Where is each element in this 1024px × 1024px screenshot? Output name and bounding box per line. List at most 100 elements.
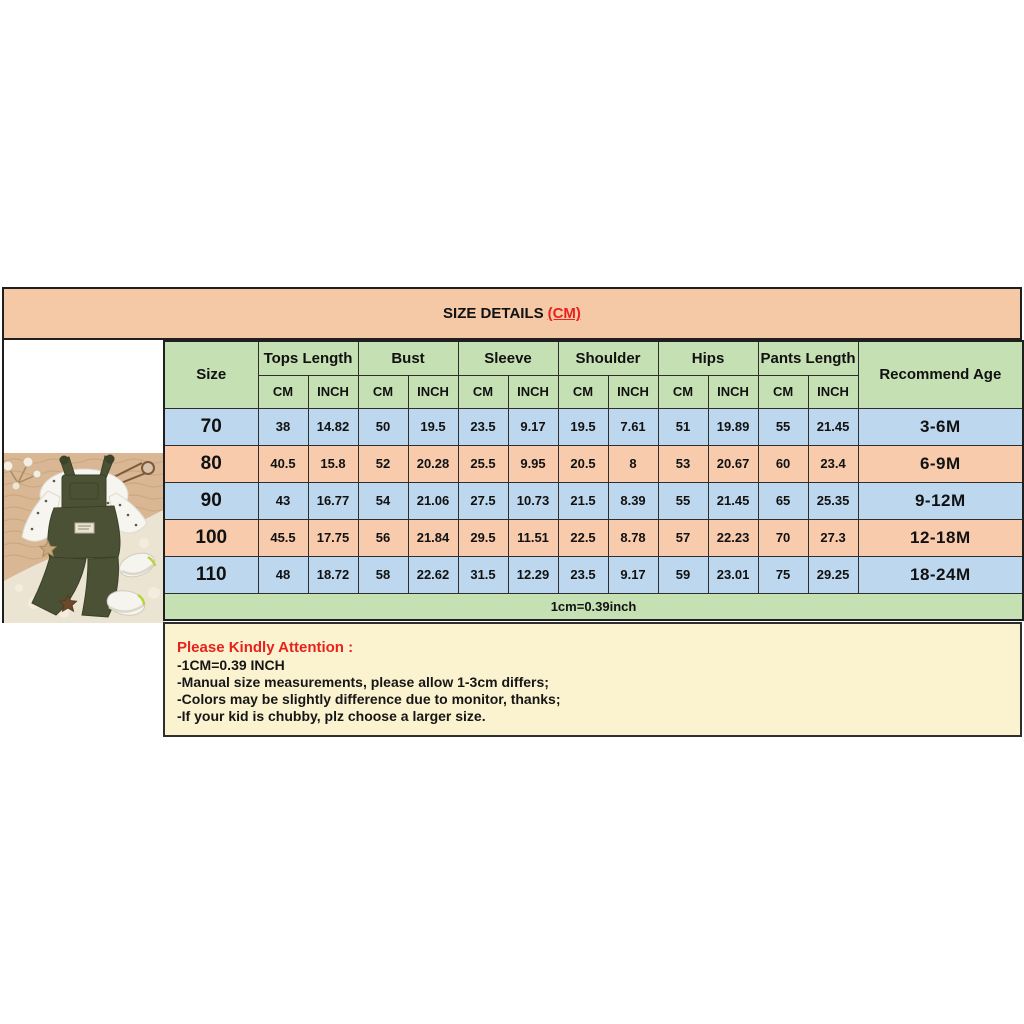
measurement-value: 21.5 <box>557 481 609 520</box>
measurement-value: 21.84 <box>407 518 459 557</box>
measurement-value: 22.62 <box>407 555 459 594</box>
measurement-value: 57 <box>657 518 709 557</box>
measurement-value: 54 <box>357 481 409 520</box>
measurement-value: 9.17 <box>607 555 659 594</box>
unit-header-inch: INCH <box>707 374 759 409</box>
measurement-value: 21.06 <box>407 481 459 520</box>
measurement-value: 23.5 <box>557 555 609 594</box>
size-value: 110 <box>163 555 259 594</box>
size-chart-table: Size Tops Length Bust Sleeve Shoulder Hi… <box>163 340 1024 621</box>
recommend-age-value: 18-24M <box>857 555 1024 594</box>
measurement-value: 48 <box>257 555 309 594</box>
measurement-value: 27.5 <box>457 481 509 520</box>
recommend-age-value: 6-9M <box>857 444 1024 483</box>
unit-header-cm: CM <box>457 374 509 409</box>
product-photo <box>4 453 165 623</box>
measurement-value: 8.78 <box>607 518 659 557</box>
measurement-value: 45.5 <box>257 518 309 557</box>
banner-unit: (CM) <box>547 305 581 322</box>
table-row: 80 40.5 15.8 52 20.28 25.5 9.95 20.5 8 53 20.67 60 2… <box>163 444 1024 483</box>
measurement-value: 51 <box>657 407 709 446</box>
unit-header-inch: INCH <box>407 374 459 409</box>
unit-header-inch: INCH <box>307 374 359 409</box>
measurement-value: 58 <box>357 555 409 594</box>
col-header-pants-length: Pants Length <box>757 340 859 376</box>
recommend-age-value: 9-12M <box>857 481 1024 520</box>
measurement-value: 22.5 <box>557 518 609 557</box>
col-header-hips: Hips <box>657 340 759 376</box>
note-line: -1CM=0.39 INCH <box>177 657 285 673</box>
measurement-value: 65 <box>757 481 809 520</box>
unit-header-cm: CM <box>557 374 609 409</box>
measurement-value: 9.17 <box>507 407 559 446</box>
measurement-value: 18.72 <box>307 555 359 594</box>
measurement-value: 17.75 <box>307 518 359 557</box>
col-header-size: Size <box>163 340 259 409</box>
measurement-value: 22.23 <box>707 518 759 557</box>
measurement-value: 16.77 <box>307 481 359 520</box>
attention-notes: Please Kindly Attention : -1CM=0.39 INCH… <box>163 622 1022 737</box>
measurement-value: 11.51 <box>507 518 559 557</box>
table-row: 100 45.5 17.75 56 21.84 29.5 11.51 22.5 8.78 57 22… <box>163 518 1024 557</box>
measurement-value: 8.39 <box>607 481 659 520</box>
size-value: 70 <box>163 407 259 446</box>
measurement-value: 70 <box>757 518 809 557</box>
recommend-age-value: 3-6M <box>857 407 1024 446</box>
measurement-value: 19.89 <box>707 407 759 446</box>
measurement-value: 53 <box>657 444 709 483</box>
measurement-value: 23.4 <box>807 444 859 483</box>
size-value: 90 <box>163 481 259 520</box>
measurement-value: 27.3 <box>807 518 859 557</box>
measurement-value: 29.25 <box>807 555 859 594</box>
measurement-value: 15.8 <box>307 444 359 483</box>
note-line: -Manual size measurements, please allow … <box>177 674 549 690</box>
size-value: 80 <box>163 444 259 483</box>
measurement-value: 52 <box>357 444 409 483</box>
measurement-value: 19.5 <box>407 407 459 446</box>
measurement-value: 9.95 <box>507 444 559 483</box>
conversion-note: 1cm=0.39inch <box>163 592 1024 621</box>
unit-header-cm: CM <box>757 374 809 409</box>
measurement-value: 75 <box>757 555 809 594</box>
table-group-header-row: Size Tops Length Bust Sleeve Shoulder Hi… <box>163 340 1024 409</box>
measurement-value: 10.73 <box>507 481 559 520</box>
measurement-value: 23.01 <box>707 555 759 594</box>
measurement-value: 8 <box>607 444 659 483</box>
measurement-value: 23.5 <box>457 407 509 446</box>
measurement-value: 21.45 <box>807 407 859 446</box>
star-ornament-brown <box>58 593 78 613</box>
measurement-value: 59 <box>657 555 709 594</box>
table-row: 70 38 14.82 50 19.5 23.5 9.17 19.5 7.61 51 19.89 55… <box>163 407 1024 446</box>
product-photo-panel <box>2 340 165 623</box>
col-header-tops-length: Tops Length <box>257 340 359 376</box>
measurement-value: 19.5 <box>557 407 609 446</box>
table-row: 90 43 16.77 54 21.06 27.5 10.73 21.5 8.39 55 21.45… <box>163 481 1024 520</box>
measurement-value: 21.45 <box>707 481 759 520</box>
measurement-value: 20.28 <box>407 444 459 483</box>
measurement-value: 50 <box>357 407 409 446</box>
table-row: 110 48 18.72 58 22.62 31.5 12.29 23.5 9.17 59 23.0… <box>163 555 1024 594</box>
measurement-value: 40.5 <box>257 444 309 483</box>
col-header-shoulder: Shoulder <box>557 340 659 376</box>
recommend-age-value: 12-18M <box>857 518 1024 557</box>
measurement-value: 60 <box>757 444 809 483</box>
measurement-value: 43 <box>257 481 309 520</box>
measurement-value: 20.5 <box>557 444 609 483</box>
col-header-recommend-age: Recommend Age <box>857 340 1024 409</box>
measurement-value: 25.5 <box>457 444 509 483</box>
col-header-sleeve: Sleeve <box>457 340 559 376</box>
conversion-row: 1cm=0.39inch <box>163 592 1024 621</box>
measurement-value: 14.82 <box>307 407 359 446</box>
measurement-value: 25.35 <box>807 481 859 520</box>
dried-flowers <box>4 456 42 491</box>
overalls-graphic <box>31 454 121 618</box>
unit-header-inch: INCH <box>507 374 559 409</box>
unit-header-cm: CM <box>257 374 309 409</box>
measurement-value: 55 <box>657 481 709 520</box>
star-ornament-tan <box>38 539 58 558</box>
measurement-value: 29.5 <box>457 518 509 557</box>
measurement-value: 55 <box>757 407 809 446</box>
measurement-value: 20.67 <box>707 444 759 483</box>
size-value: 100 <box>163 518 259 557</box>
